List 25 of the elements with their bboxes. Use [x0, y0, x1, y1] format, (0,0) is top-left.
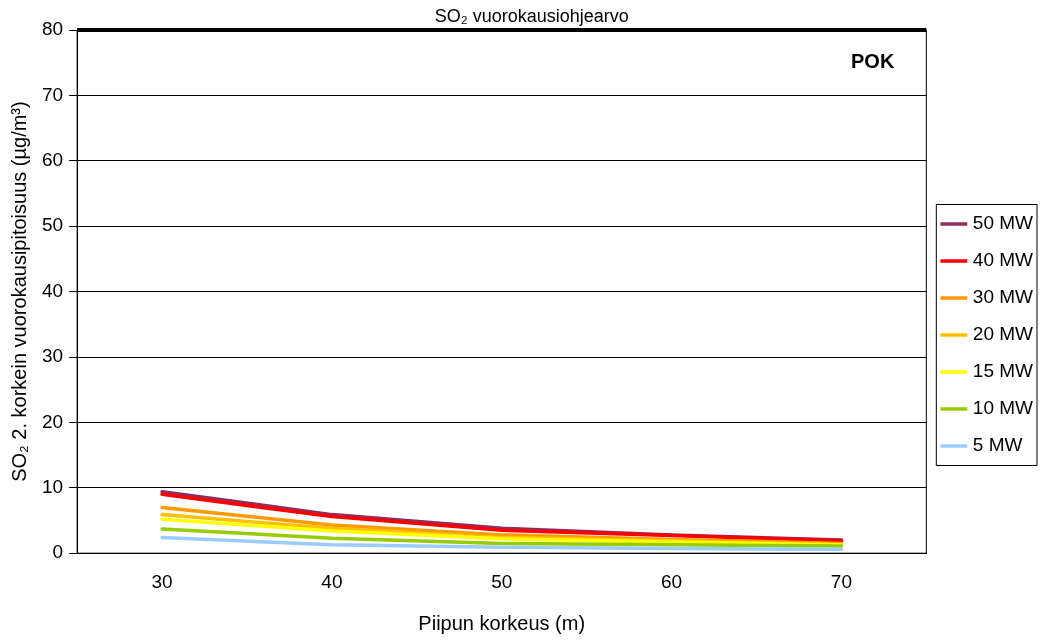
x-tick-label: 60 — [661, 570, 683, 592]
legend-label: 5 MW — [972, 434, 1023, 456]
legend-label: 30 MW — [972, 286, 1034, 308]
x-tick-label: 50 — [491, 570, 513, 592]
x-axis-title: Piipun korkeus (m) — [418, 611, 586, 634]
y-tick-label: 20 — [41, 410, 64, 432]
y-tick-label: 40 — [41, 279, 64, 301]
y-axis-title: SO₂ 2. korkein vuorokausipitoisuus (µg/m³) — [7, 101, 30, 482]
legend-label: 40 MW — [972, 249, 1034, 271]
y-tick-label: 50 — [41, 214, 64, 236]
y-tick-label: 0 — [52, 541, 64, 563]
y-tick-label: 10 — [41, 476, 64, 498]
legend-label: 50 MW — [972, 212, 1034, 234]
ref-line-label: SO₂ vuorokausiohjearvo — [434, 5, 629, 26]
legend-label: 15 MW — [972, 360, 1034, 382]
annotation: POK — [850, 49, 895, 72]
y-tick-label: 80 — [41, 18, 64, 40]
legend-label: 20 MW — [972, 323, 1034, 345]
legend-label: 10 MW — [972, 397, 1034, 419]
y-tick-label: 60 — [41, 149, 64, 171]
x-tick-label: 40 — [321, 570, 343, 592]
x-tick-label: 70 — [830, 570, 852, 592]
x-tick-label: 30 — [151, 570, 173, 592]
y-tick-label: 70 — [41, 83, 64, 105]
y-tick-label: 30 — [41, 345, 64, 367]
